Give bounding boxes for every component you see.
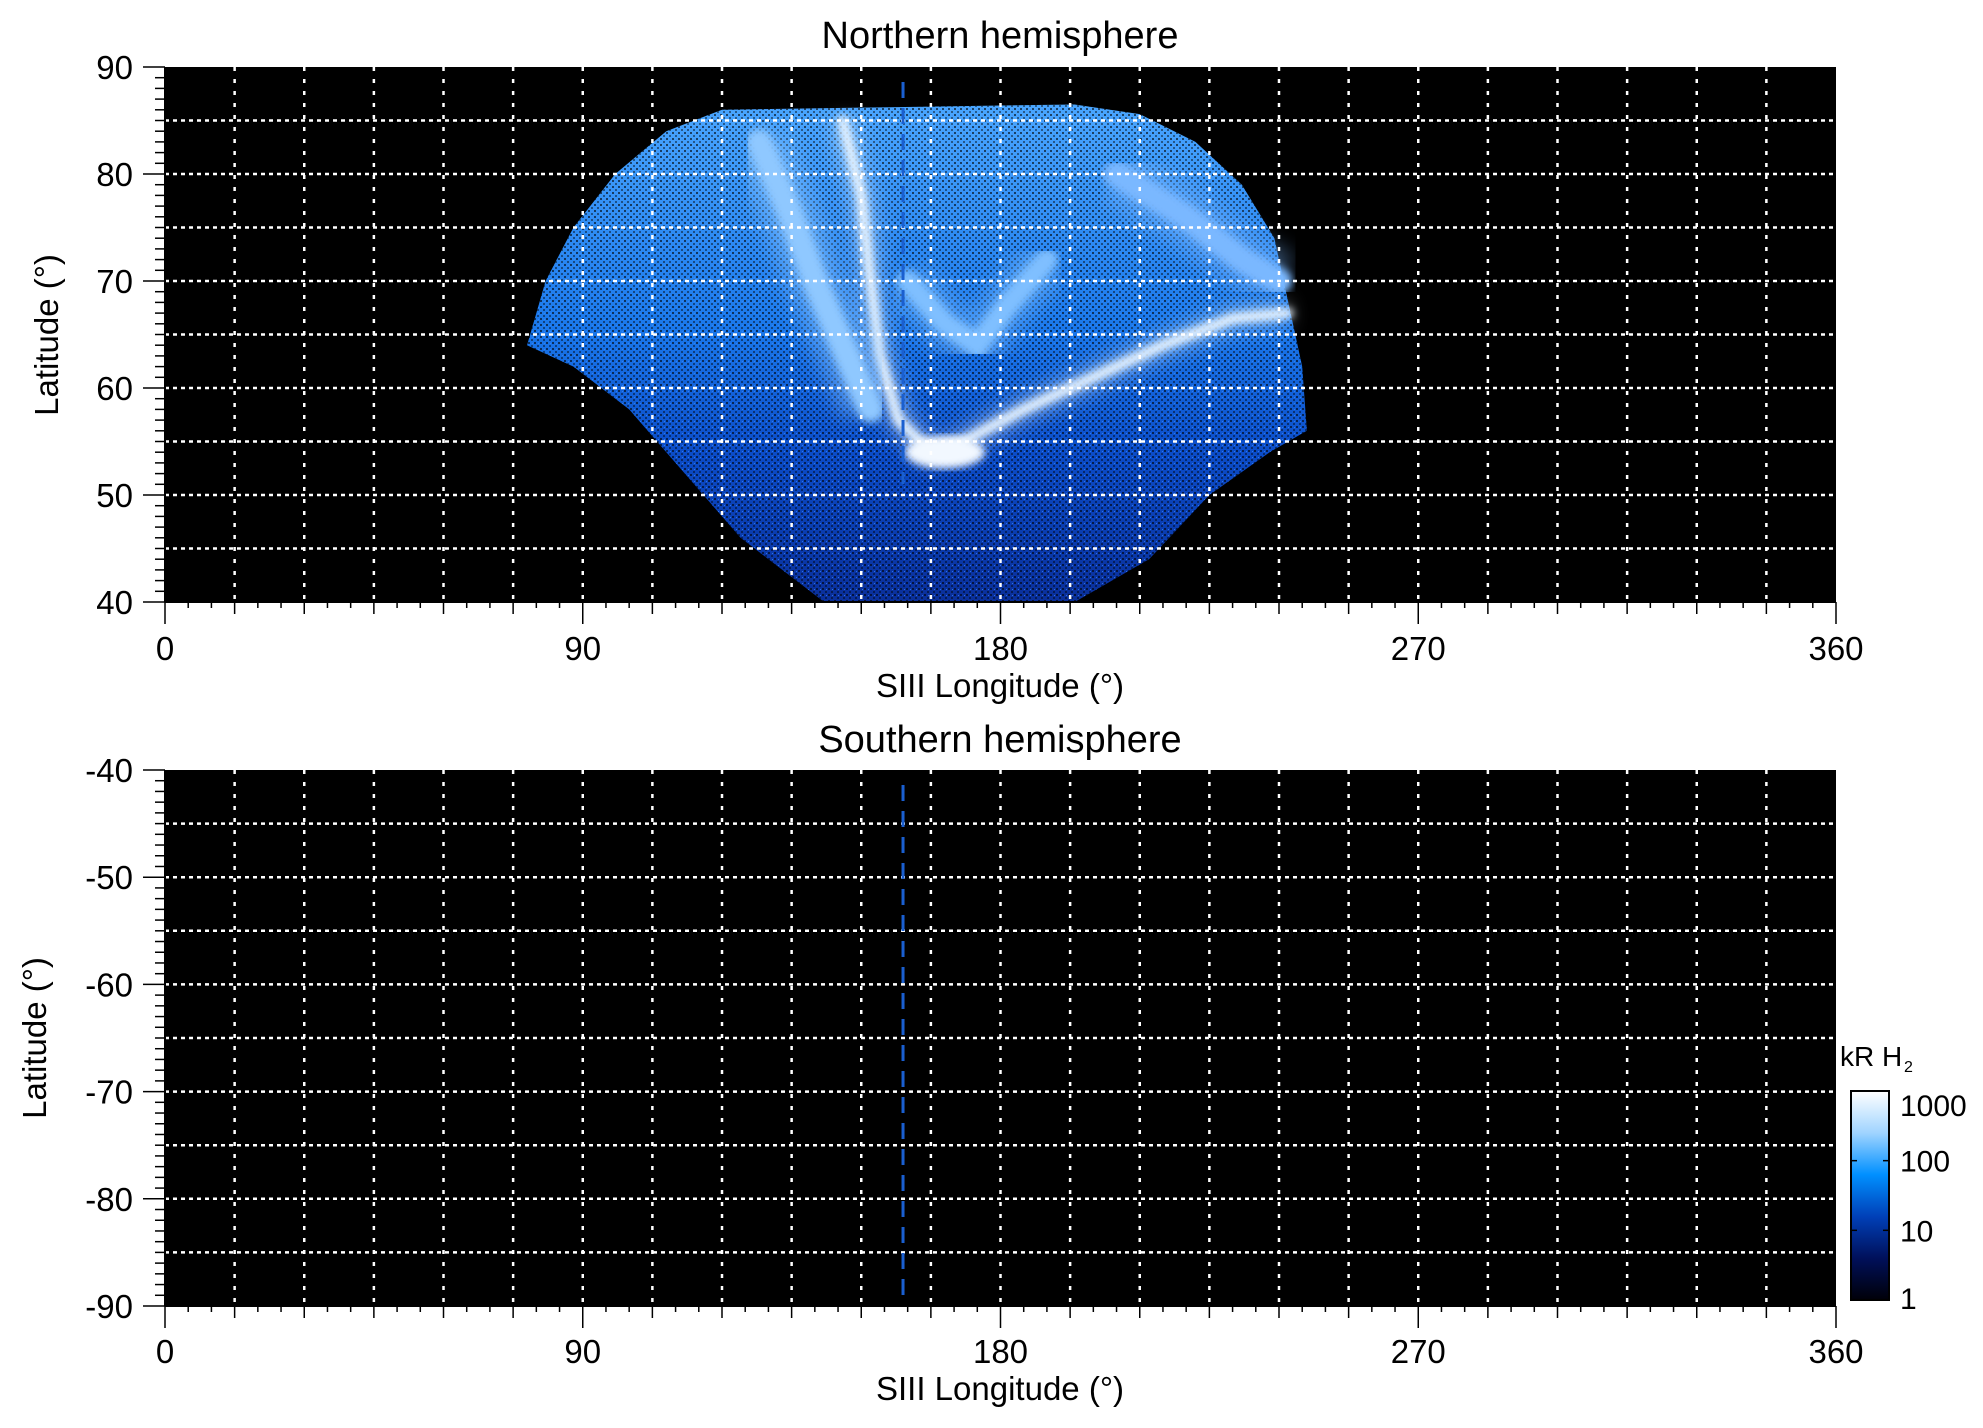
y-tick-label: -50 <box>85 859 133 896</box>
south-title: Southern hemisphere <box>818 719 1181 761</box>
y-tick-label: 50 <box>96 477 133 514</box>
x-tick-label: 0 <box>156 1333 174 1370</box>
x-tick-label: 90 <box>564 630 601 667</box>
y-tick-label: 70 <box>96 263 133 300</box>
north-xlabel: SIII Longitude (°) <box>876 667 1124 704</box>
y-tick-label: 80 <box>96 156 133 193</box>
colorbar-tick-label: 1000 <box>1900 1090 1967 1123</box>
aurora-bright-spot <box>904 436 985 469</box>
y-tick-label: 40 <box>96 584 133 621</box>
y-tick-label: -80 <box>85 1181 133 1218</box>
y-tick-label: 60 <box>96 370 133 407</box>
south-ylabel: Latitude (°) <box>16 957 53 1119</box>
colorbar-tick-label: 10 <box>1900 1215 1933 1248</box>
y-tick-label: -40 <box>85 752 133 789</box>
y-tick-label: -60 <box>85 966 133 1003</box>
x-tick-label: 180 <box>973 1333 1028 1370</box>
south-xlabel: SIII Longitude (°) <box>876 1370 1124 1407</box>
x-tick-label: 360 <box>1808 630 1863 667</box>
colorbar-tick-label: 1 <box>1900 1283 1917 1316</box>
y-tick-label: -90 <box>85 1288 133 1325</box>
northern-hemisphere-panel: 0 90 180 270 360 40 50 60 70 80 90 <box>96 49 1863 667</box>
north-title: Northern hemisphere <box>822 15 1179 57</box>
y-tick-label: 90 <box>96 49 133 86</box>
x-tick-label: 270 <box>1391 1333 1446 1370</box>
colorbar-label-subscript: 2 <box>1904 1059 1913 1076</box>
southern-hemisphere-panel: 0 90 180 270 360 -90 -80 -70 -60 -50 -40 <box>85 752 1863 1370</box>
colorbar: kR H 2 1 10 100 1000 <box>1840 1041 1967 1316</box>
aurora-arc <box>896 248 1058 361</box>
colorbar-gradient <box>1850 1090 1890 1301</box>
aurora-arc <box>1103 161 1292 294</box>
x-tick-label: 0 <box>156 630 174 667</box>
colorbar-label: kR H <box>1840 1041 1902 1072</box>
x-tick-label: 90 <box>564 1333 601 1370</box>
y-tick-label: -70 <box>85 1074 133 1111</box>
x-tick-label: 180 <box>973 630 1028 667</box>
x-tick-label: 360 <box>1808 1333 1863 1370</box>
colorbar-tick-label: 100 <box>1900 1146 1950 1179</box>
north-ylabel: Latitude (°) <box>28 254 65 416</box>
x-tick-label: 270 <box>1391 630 1446 667</box>
